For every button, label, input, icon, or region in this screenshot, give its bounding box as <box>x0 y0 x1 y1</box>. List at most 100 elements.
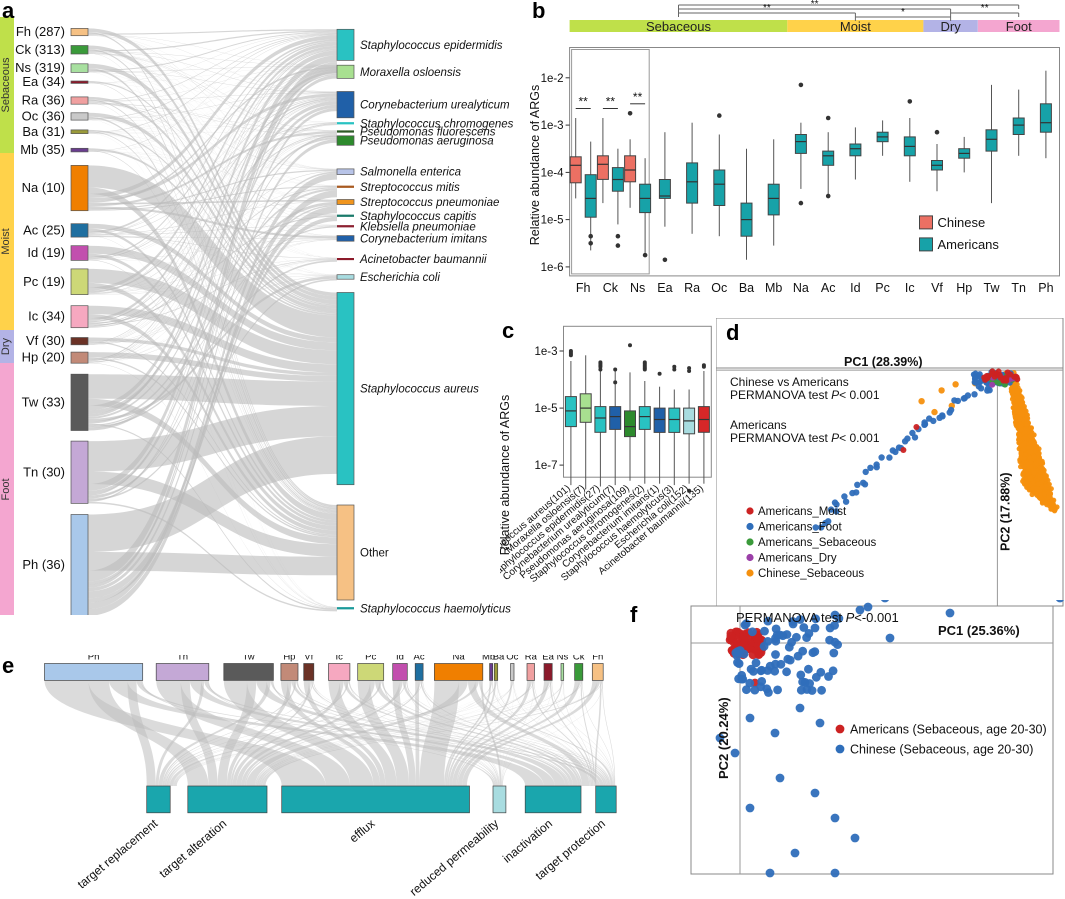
svg-text:**: ** <box>763 3 771 14</box>
svg-text:Na: Na <box>793 281 809 295</box>
svg-text:Moist: Moist <box>0 228 12 254</box>
svg-text:Id (19): Id (19) <box>27 245 65 260</box>
svg-text:Moist: Moist <box>840 19 871 34</box>
svg-text:Hp (20): Hp (20) <box>22 350 65 365</box>
svg-text:1e-3: 1e-3 <box>541 120 564 132</box>
svg-text:Oc: Oc <box>506 655 518 663</box>
svg-text:Ea: Ea <box>542 655 554 663</box>
svg-text:Americans_Moist: Americans_Moist <box>758 506 847 518</box>
svg-text:Ac: Ac <box>414 655 425 663</box>
svg-text:Staphylococcus epidermidis: Staphylococcus epidermidis <box>360 40 503 52</box>
svg-text:Ra: Ra <box>684 281 700 295</box>
svg-text:Foot: Foot <box>0 478 12 500</box>
svg-text:Tn: Tn <box>177 655 188 663</box>
svg-text:a: a <box>2 0 15 23</box>
svg-text:Ba (31): Ba (31) <box>22 124 65 139</box>
svg-text:1e-4: 1e-4 <box>541 167 565 179</box>
svg-text:**: ** <box>606 95 616 109</box>
svg-text:Corynebacterium urealyticum: Corynebacterium urealyticum <box>360 100 510 112</box>
svg-text:**: ** <box>981 3 989 14</box>
svg-text:PC2 (17.88%): PC2 (17.88%) <box>998 472 1012 551</box>
svg-text:**: ** <box>845 0 853 6</box>
svg-text:Chinese (Sebaceous, age 20-30): Chinese (Sebaceous, age 20-30) <box>850 743 1033 757</box>
svg-text:PC1 (25.36%): PC1 (25.36%) <box>938 623 1020 638</box>
svg-text:Americans_Dry: Americans_Dry <box>758 553 837 565</box>
svg-text:Ph (36): Ph (36) <box>22 557 65 572</box>
svg-text:Ph: Ph <box>88 655 100 663</box>
svg-text:Id: Id <box>396 655 404 663</box>
svg-text:Ck (313): Ck (313) <box>15 42 65 57</box>
svg-text:Ic (34): Ic (34) <box>28 309 65 324</box>
svg-text:Corynebacterium imitans: Corynebacterium imitans <box>360 233 487 245</box>
svg-text:Dry: Dry <box>0 337 12 355</box>
svg-text:Streptococcus pneumoniae: Streptococcus pneumoniae <box>360 197 499 209</box>
svg-text:efflux: efflux <box>347 816 378 845</box>
svg-text:Tw: Tw <box>243 655 255 663</box>
svg-text:Staphylococcus haemolyticus: Staphylococcus haemolyticus <box>360 603 511 615</box>
svg-text:Ic: Ic <box>905 281 915 295</box>
svg-text:1e-7: 1e-7 <box>534 460 557 472</box>
svg-text:Pc: Pc <box>875 281 890 295</box>
svg-text:target replacement: target replacement <box>75 816 161 891</box>
svg-text:Oc: Oc <box>711 281 727 295</box>
svg-text:Vf: Vf <box>304 655 313 663</box>
svg-text:Ra (36): Ra (36) <box>22 93 65 108</box>
svg-text:Other: Other <box>360 548 389 560</box>
svg-text:Foot: Foot <box>1006 19 1032 34</box>
svg-text:Na: Na <box>453 655 466 663</box>
svg-text:Ic: Ic <box>336 655 344 663</box>
svg-text:Ck: Ck <box>573 655 585 663</box>
svg-text:Dry: Dry <box>940 19 961 34</box>
svg-text:Chinese: Chinese <box>938 215 986 230</box>
svg-text:Tw (33): Tw (33) <box>22 394 65 409</box>
svg-text:Vf (30): Vf (30) <box>26 333 65 348</box>
svg-text:Acinetobacter baumannii: Acinetobacter baumannii <box>359 254 487 266</box>
svg-text:Mb (35): Mb (35) <box>20 142 65 157</box>
svg-text:d: d <box>726 320 739 345</box>
svg-text:Fh (287): Fh (287) <box>16 24 65 39</box>
svg-text:Escherichia coli: Escherichia coli <box>360 272 440 284</box>
svg-text:Sebaceous: Sebaceous <box>0 57 12 113</box>
svg-text:Tn (30): Tn (30) <box>23 464 65 479</box>
svg-text:PC2 (20.24%): PC2 (20.24%) <box>716 697 731 779</box>
svg-text:Americans: Americans <box>938 237 1000 252</box>
svg-text:f: f <box>630 602 638 627</box>
svg-text:Pseudomonas aeruginosa: Pseudomonas aeruginosa <box>360 136 494 148</box>
svg-text:Streptococcus mitis: Streptococcus mitis <box>360 182 460 194</box>
svg-text:1e-5: 1e-5 <box>541 215 564 227</box>
svg-text:Ea: Ea <box>657 281 672 295</box>
svg-text:Americans (Sebaceous, age 20-3: Americans (Sebaceous, age 20-30) <box>850 723 1047 737</box>
svg-text:target alteration: target alteration <box>156 816 229 880</box>
svg-text:Klebsiella pneumoniae: Klebsiella pneumoniae <box>360 221 476 233</box>
svg-text:Id: Id <box>850 281 860 295</box>
svg-text:Ns: Ns <box>630 281 645 295</box>
svg-text:Moraxella osloensis: Moraxella osloensis <box>360 67 461 79</box>
svg-text:inactivation: inactivation <box>500 816 555 865</box>
svg-text:Ac (25): Ac (25) <box>23 222 65 237</box>
svg-text:Tw: Tw <box>984 281 1001 295</box>
svg-text:Fh: Fh <box>576 281 591 295</box>
svg-text:Oc (36): Oc (36) <box>22 108 65 123</box>
svg-text:**: ** <box>633 90 643 104</box>
svg-text:Ac: Ac <box>821 281 836 295</box>
svg-text:*: * <box>901 7 905 18</box>
svg-text:b: b <box>532 0 545 23</box>
svg-text:Ba: Ba <box>493 655 505 663</box>
svg-text:reduced permeability: reduced permeability <box>407 816 501 898</box>
svg-text:1e-2: 1e-2 <box>541 73 564 85</box>
svg-text:1e-3: 1e-3 <box>534 346 557 358</box>
svg-text:Ea (34): Ea (34) <box>22 74 65 89</box>
svg-text:Staphylococcus aureus: Staphylococcus aureus <box>360 384 479 396</box>
svg-text:PERMANOVA test P<-0.001: PERMANOVA test P<-0.001 <box>736 610 899 625</box>
svg-text:Na (10): Na (10) <box>22 180 65 195</box>
svg-text:1e-6: 1e-6 <box>541 262 564 274</box>
svg-text:Chinese_Sebaceous: Chinese_Sebaceous <box>758 568 864 580</box>
svg-text:Relative abundance of ARGs: Relative abundance of ARGs <box>530 85 542 246</box>
svg-text:Ns: Ns <box>557 655 569 663</box>
svg-text:1e-5: 1e-5 <box>534 403 557 415</box>
svg-text:Ns (319): Ns (319) <box>15 60 65 75</box>
svg-text:PERMANOVA test P< 0.001: PERMANOVA test P< 0.001 <box>730 431 880 445</box>
svg-text:Ck: Ck <box>603 281 619 295</box>
svg-text:Ba: Ba <box>739 281 754 295</box>
svg-text:Chinese vs Americans: Chinese vs Americans <box>730 375 849 389</box>
